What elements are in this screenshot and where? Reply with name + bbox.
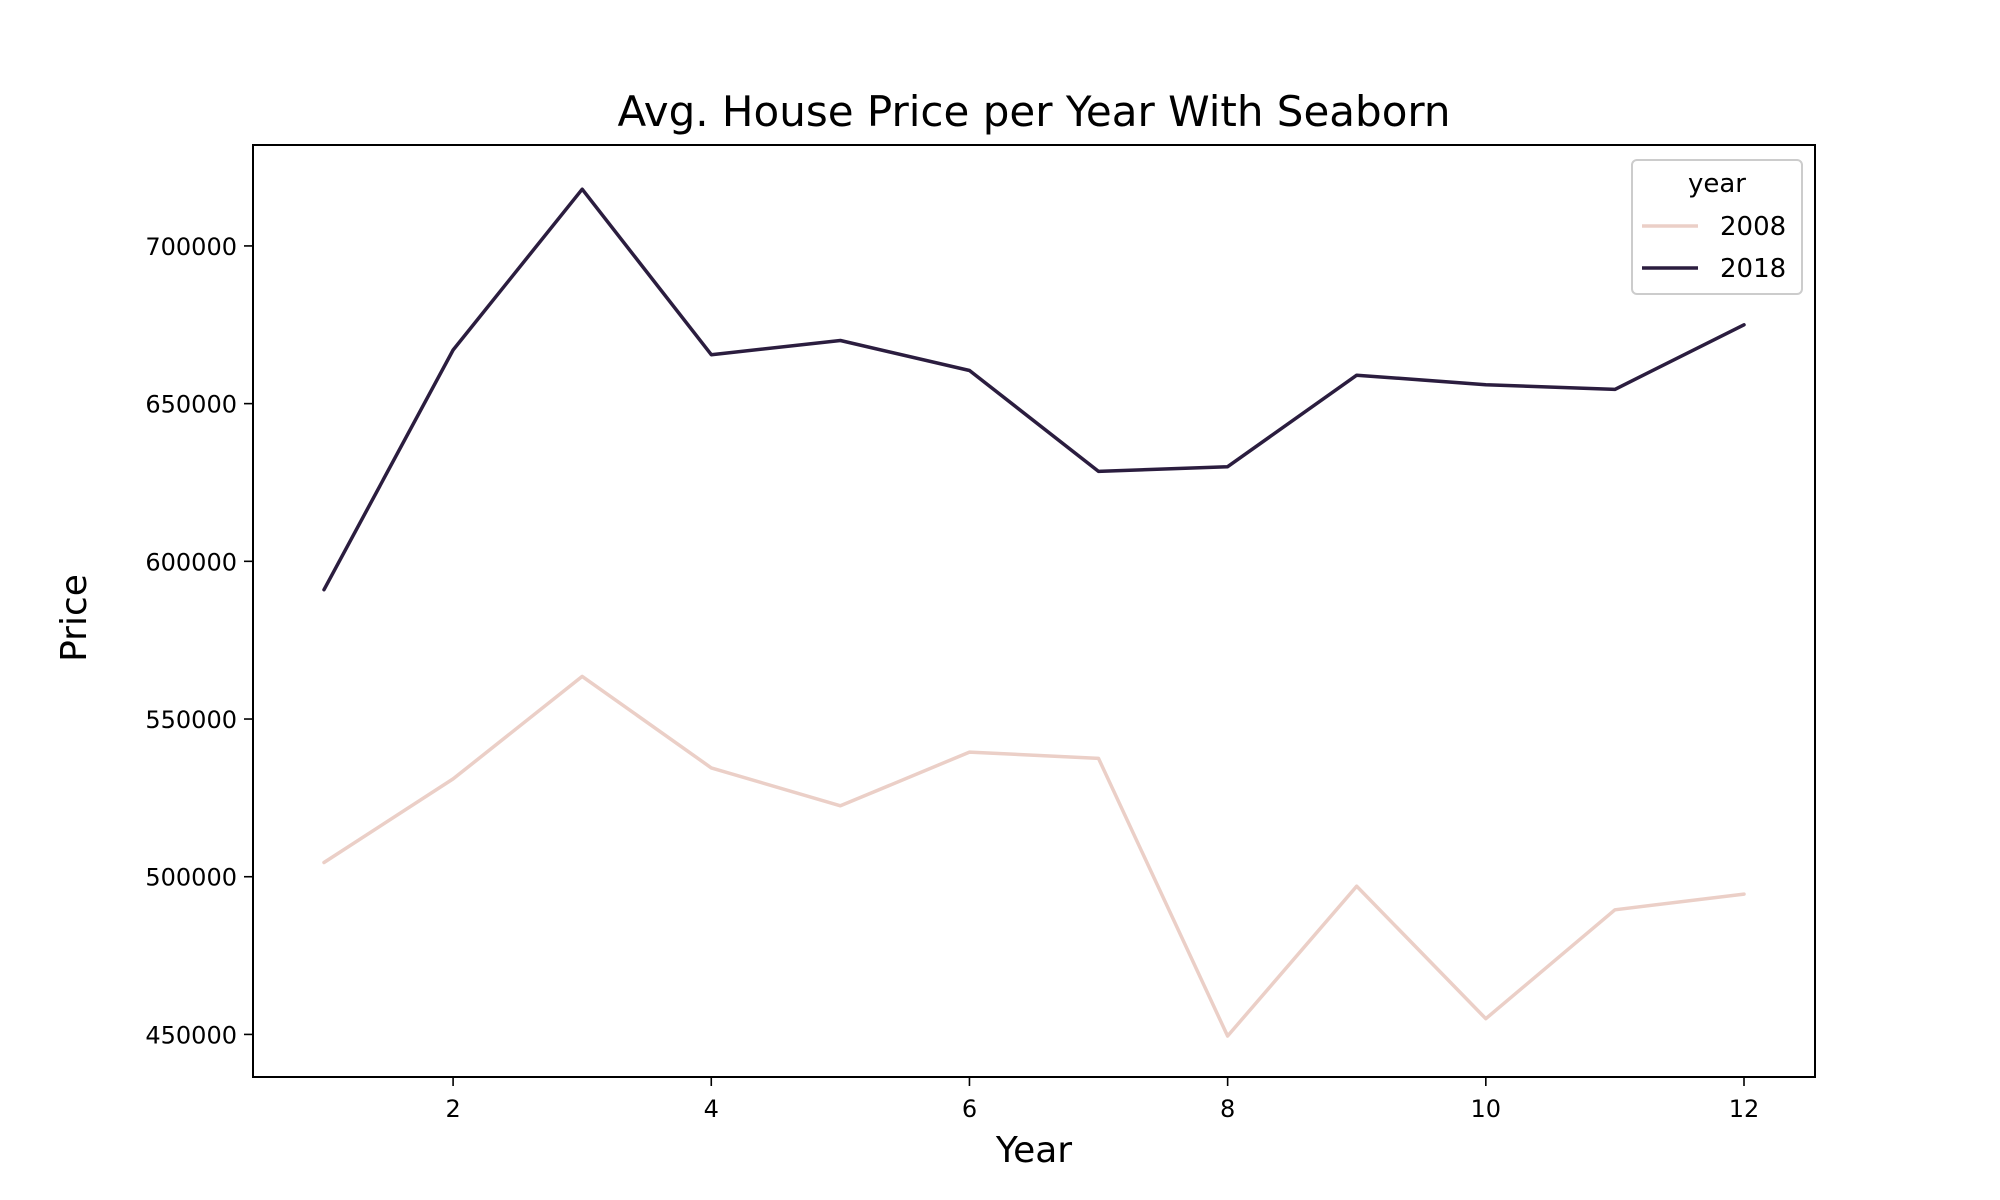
plot-frame [252, 144, 1816, 1078]
data-point-2008-1 [322, 861, 326, 865]
data-point-2008-3 [580, 674, 584, 678]
data-point-2008-2 [451, 777, 455, 781]
x-tick-label-8: 8 [1220, 1095, 1235, 1123]
data-point-2018-2 [451, 348, 455, 352]
data-point-2008-9 [1355, 884, 1359, 888]
data-point-2018-7 [1097, 469, 1101, 473]
data-point-2008-10 [1484, 1017, 1488, 1021]
data-point-2018-11 [1613, 387, 1617, 391]
data-point-2008-5 [838, 804, 842, 808]
y-tick-label-600000: 600000 [145, 548, 237, 576]
data-point-2018-4 [709, 353, 713, 357]
plot-area: 2 4 6 8 10 12 450000 500000 550000 600000 650000 70… [145, 144, 1816, 1123]
y-tick-label-550000: 550000 [145, 706, 237, 734]
y-tick-label-500000: 500000 [145, 864, 237, 892]
x-tick-label-4: 4 [704, 1095, 719, 1123]
data-point-2018-9 [1355, 373, 1359, 377]
data-point-2018-1 [322, 588, 326, 592]
legend-label-2018: 2018 [1720, 254, 1786, 284]
data-point-2018-10 [1484, 383, 1488, 387]
x-tick-label-12: 12 [1729, 1095, 1760, 1123]
y-tick-label-650000: 650000 [145, 391, 237, 419]
x-axis-title: Year [995, 1130, 1072, 1171]
y-axis-title: Price [54, 574, 95, 662]
legend-label-2008: 2008 [1720, 212, 1786, 242]
series-line-2008 [322, 674, 1746, 1038]
data-point-2008-7 [1097, 756, 1101, 760]
data-point-2008-11 [1613, 908, 1617, 912]
data-point-2018-3 [580, 187, 584, 191]
chart-title: Avg. House Price per Year With Seaborn [617, 87, 1450, 136]
data-point-2018-8 [1226, 465, 1230, 469]
legend-title: year [1688, 169, 1746, 199]
x-tick-label-2: 2 [445, 1095, 460, 1123]
x-tick-label-10: 10 [1471, 1095, 1502, 1123]
legend-frame [1631, 159, 1803, 295]
data-point-2018-6 [968, 369, 972, 373]
data-point-2008-12 [1742, 892, 1746, 896]
data-point-2018-12 [1742, 323, 1746, 327]
series-line-2018 [322, 187, 1746, 592]
data-point-2008-6 [968, 750, 972, 754]
data-point-2018-5 [838, 339, 842, 343]
x-tick-label-6: 6 [962, 1095, 977, 1123]
data-point-2008-4 [709, 766, 713, 770]
data-point-2008-8 [1226, 1034, 1230, 1038]
legend: year 2008 2018 [1631, 159, 1803, 295]
y-tick-label-700000: 700000 [145, 233, 237, 261]
y-tick-label-450000: 450000 [145, 1021, 237, 1049]
